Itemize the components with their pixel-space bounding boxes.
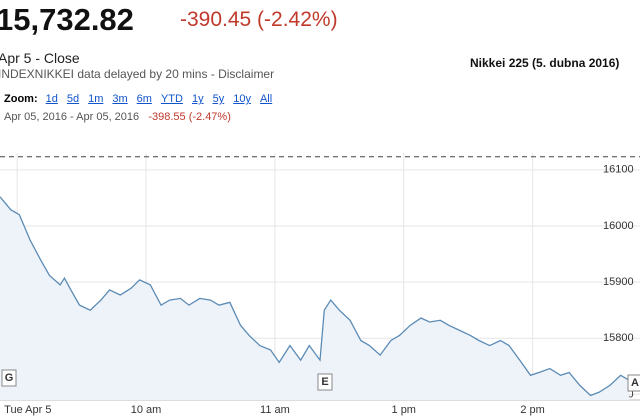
annotation: E xyxy=(321,376,328,388)
y-tick-label: 15900 xyxy=(603,276,634,288)
range-change: -398.55 (-2.47%) xyxy=(148,111,231,123)
zoom-option[interactable]: 1y xyxy=(191,93,204,105)
caption: Nikkei 225 (5. dubna 2016) xyxy=(470,56,620,70)
change: -390.45 (-2.42%) xyxy=(180,8,338,31)
x-tick-label: 11 am xyxy=(260,404,290,416)
area-fill xyxy=(0,196,630,400)
range: Apr 05, 2016 - Apr 05, 2016 xyxy=(4,111,140,123)
zoom-option[interactable]: 6m xyxy=(136,93,152,105)
x-tick-label: Tue Apr 5 xyxy=(4,404,51,416)
delay-note: INDEXNIKKEI data delayed by 20 mins - Di… xyxy=(0,67,275,81)
annotation: G xyxy=(5,372,14,384)
zoom-label: Zoom: xyxy=(4,93,38,105)
range-row: Apr 05, 2016 - Apr 05, 2016 -398.55 (-2.… xyxy=(4,111,231,123)
zoom-option[interactable]: 10y xyxy=(233,93,251,105)
zoom-option[interactable]: 5d xyxy=(66,93,80,105)
price: 15,732.82 xyxy=(0,2,134,37)
zoom-option[interactable]: 1d xyxy=(45,93,58,105)
x-tick-label: 10 am xyxy=(131,404,162,416)
zoom-option[interactable]: YTD xyxy=(160,93,183,105)
annotation-flag xyxy=(1,369,17,387)
zoom-option[interactable]: 5y xyxy=(212,93,225,105)
y-tick-label: 15800 xyxy=(603,332,634,344)
x-tick-label: 2 pm xyxy=(520,404,544,416)
annotation: A xyxy=(631,377,639,389)
zoom-option[interactable]: 1m xyxy=(88,93,104,105)
zoom-option[interactable]: All xyxy=(259,93,273,105)
x-tick-label: 1 pm xyxy=(392,404,416,416)
zoom-options: 1d 5d 1m 3m 6m YTD 1y 5y 10y All xyxy=(46,93,282,105)
zoom-option[interactable]: 3m xyxy=(112,93,128,105)
price-line xyxy=(0,196,630,397)
zoom-bar: Zoom: 1d 5d 1m 3m 6m YTD 1y 5y 10y All xyxy=(4,93,281,105)
close-label: Apr 5 - Close xyxy=(0,50,80,66)
y-tick-label: 16000 xyxy=(603,220,634,232)
y-tick-label: 16100 xyxy=(603,164,634,176)
annotation-flag xyxy=(627,374,640,392)
annotation-flag xyxy=(317,373,333,391)
